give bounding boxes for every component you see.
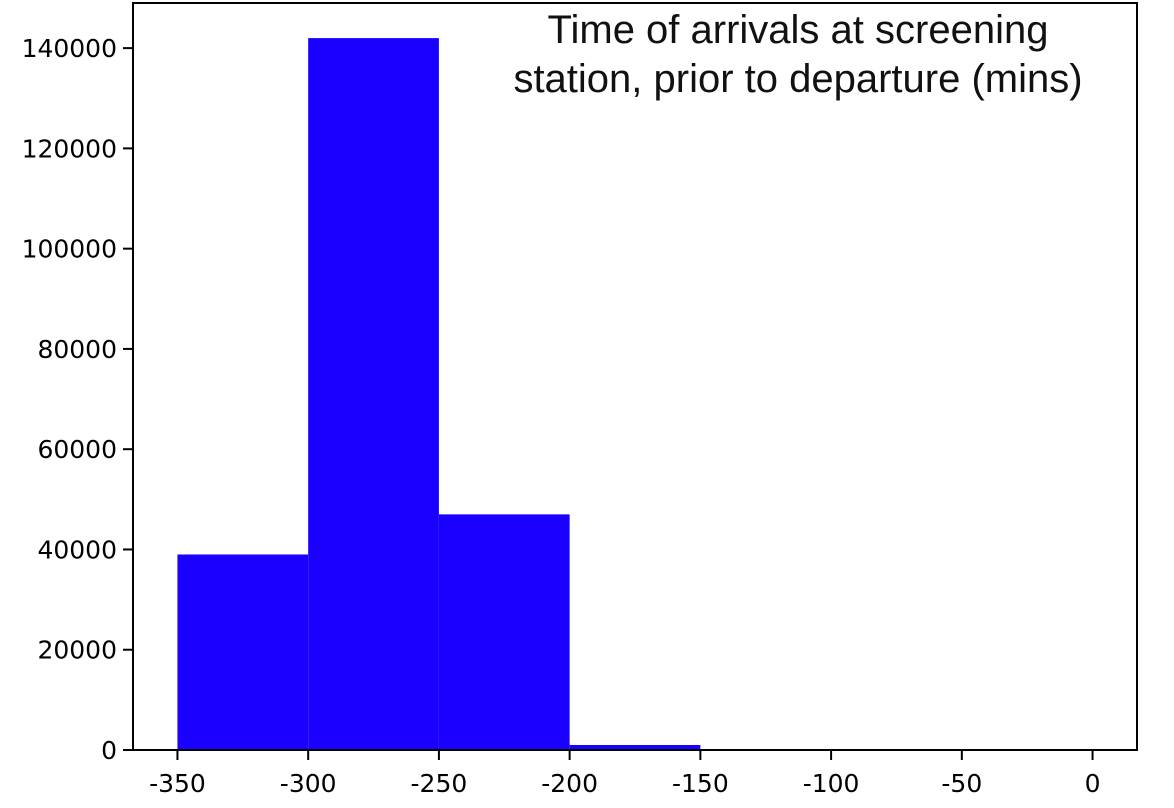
- chart-title-line-2: station, prior to departure (mins): [513, 57, 1082, 101]
- x-tick-label: -350: [149, 769, 206, 798]
- y-tick-label: 120000: [22, 134, 117, 163]
- x-tick-label: -100: [803, 769, 860, 798]
- plot-frame: [132, 2, 1138, 751]
- x-tick-label: 0: [1085, 769, 1101, 798]
- histogram-bar-1: [308, 38, 439, 751]
- x-tick-label: -250: [411, 769, 468, 798]
- histogram-bar-3: [569, 744, 701, 750]
- y-tick-label: 100000: [22, 235, 117, 264]
- y-tick-label: 20000: [37, 636, 117, 665]
- y-tick-label: 0: [101, 736, 117, 765]
- y-tick-label: 40000: [37, 535, 117, 564]
- y-axis: 0 20000 40000 60000 80000 100000 120000 140000: [22, 34, 133, 765]
- bars-layer: [177, 38, 701, 751]
- x-tick-label: -50: [941, 769, 982, 798]
- histogram-bar-2: [438, 514, 570, 750]
- x-tick-label: -200: [541, 769, 598, 798]
- x-axis: -350 -300 -250 -200 -150 -100 -50 0: [149, 750, 1101, 798]
- y-tick-label: 80000: [37, 335, 117, 364]
- y-tick-label: 60000: [37, 435, 117, 464]
- histogram-bar-0: [177, 554, 309, 750]
- y-tick-label: 140000: [22, 34, 117, 63]
- chart-title-line-1: Time of arrivals at screening: [548, 8, 1049, 52]
- x-tick-label: -150: [672, 769, 729, 798]
- x-tick-label: -300: [280, 769, 337, 798]
